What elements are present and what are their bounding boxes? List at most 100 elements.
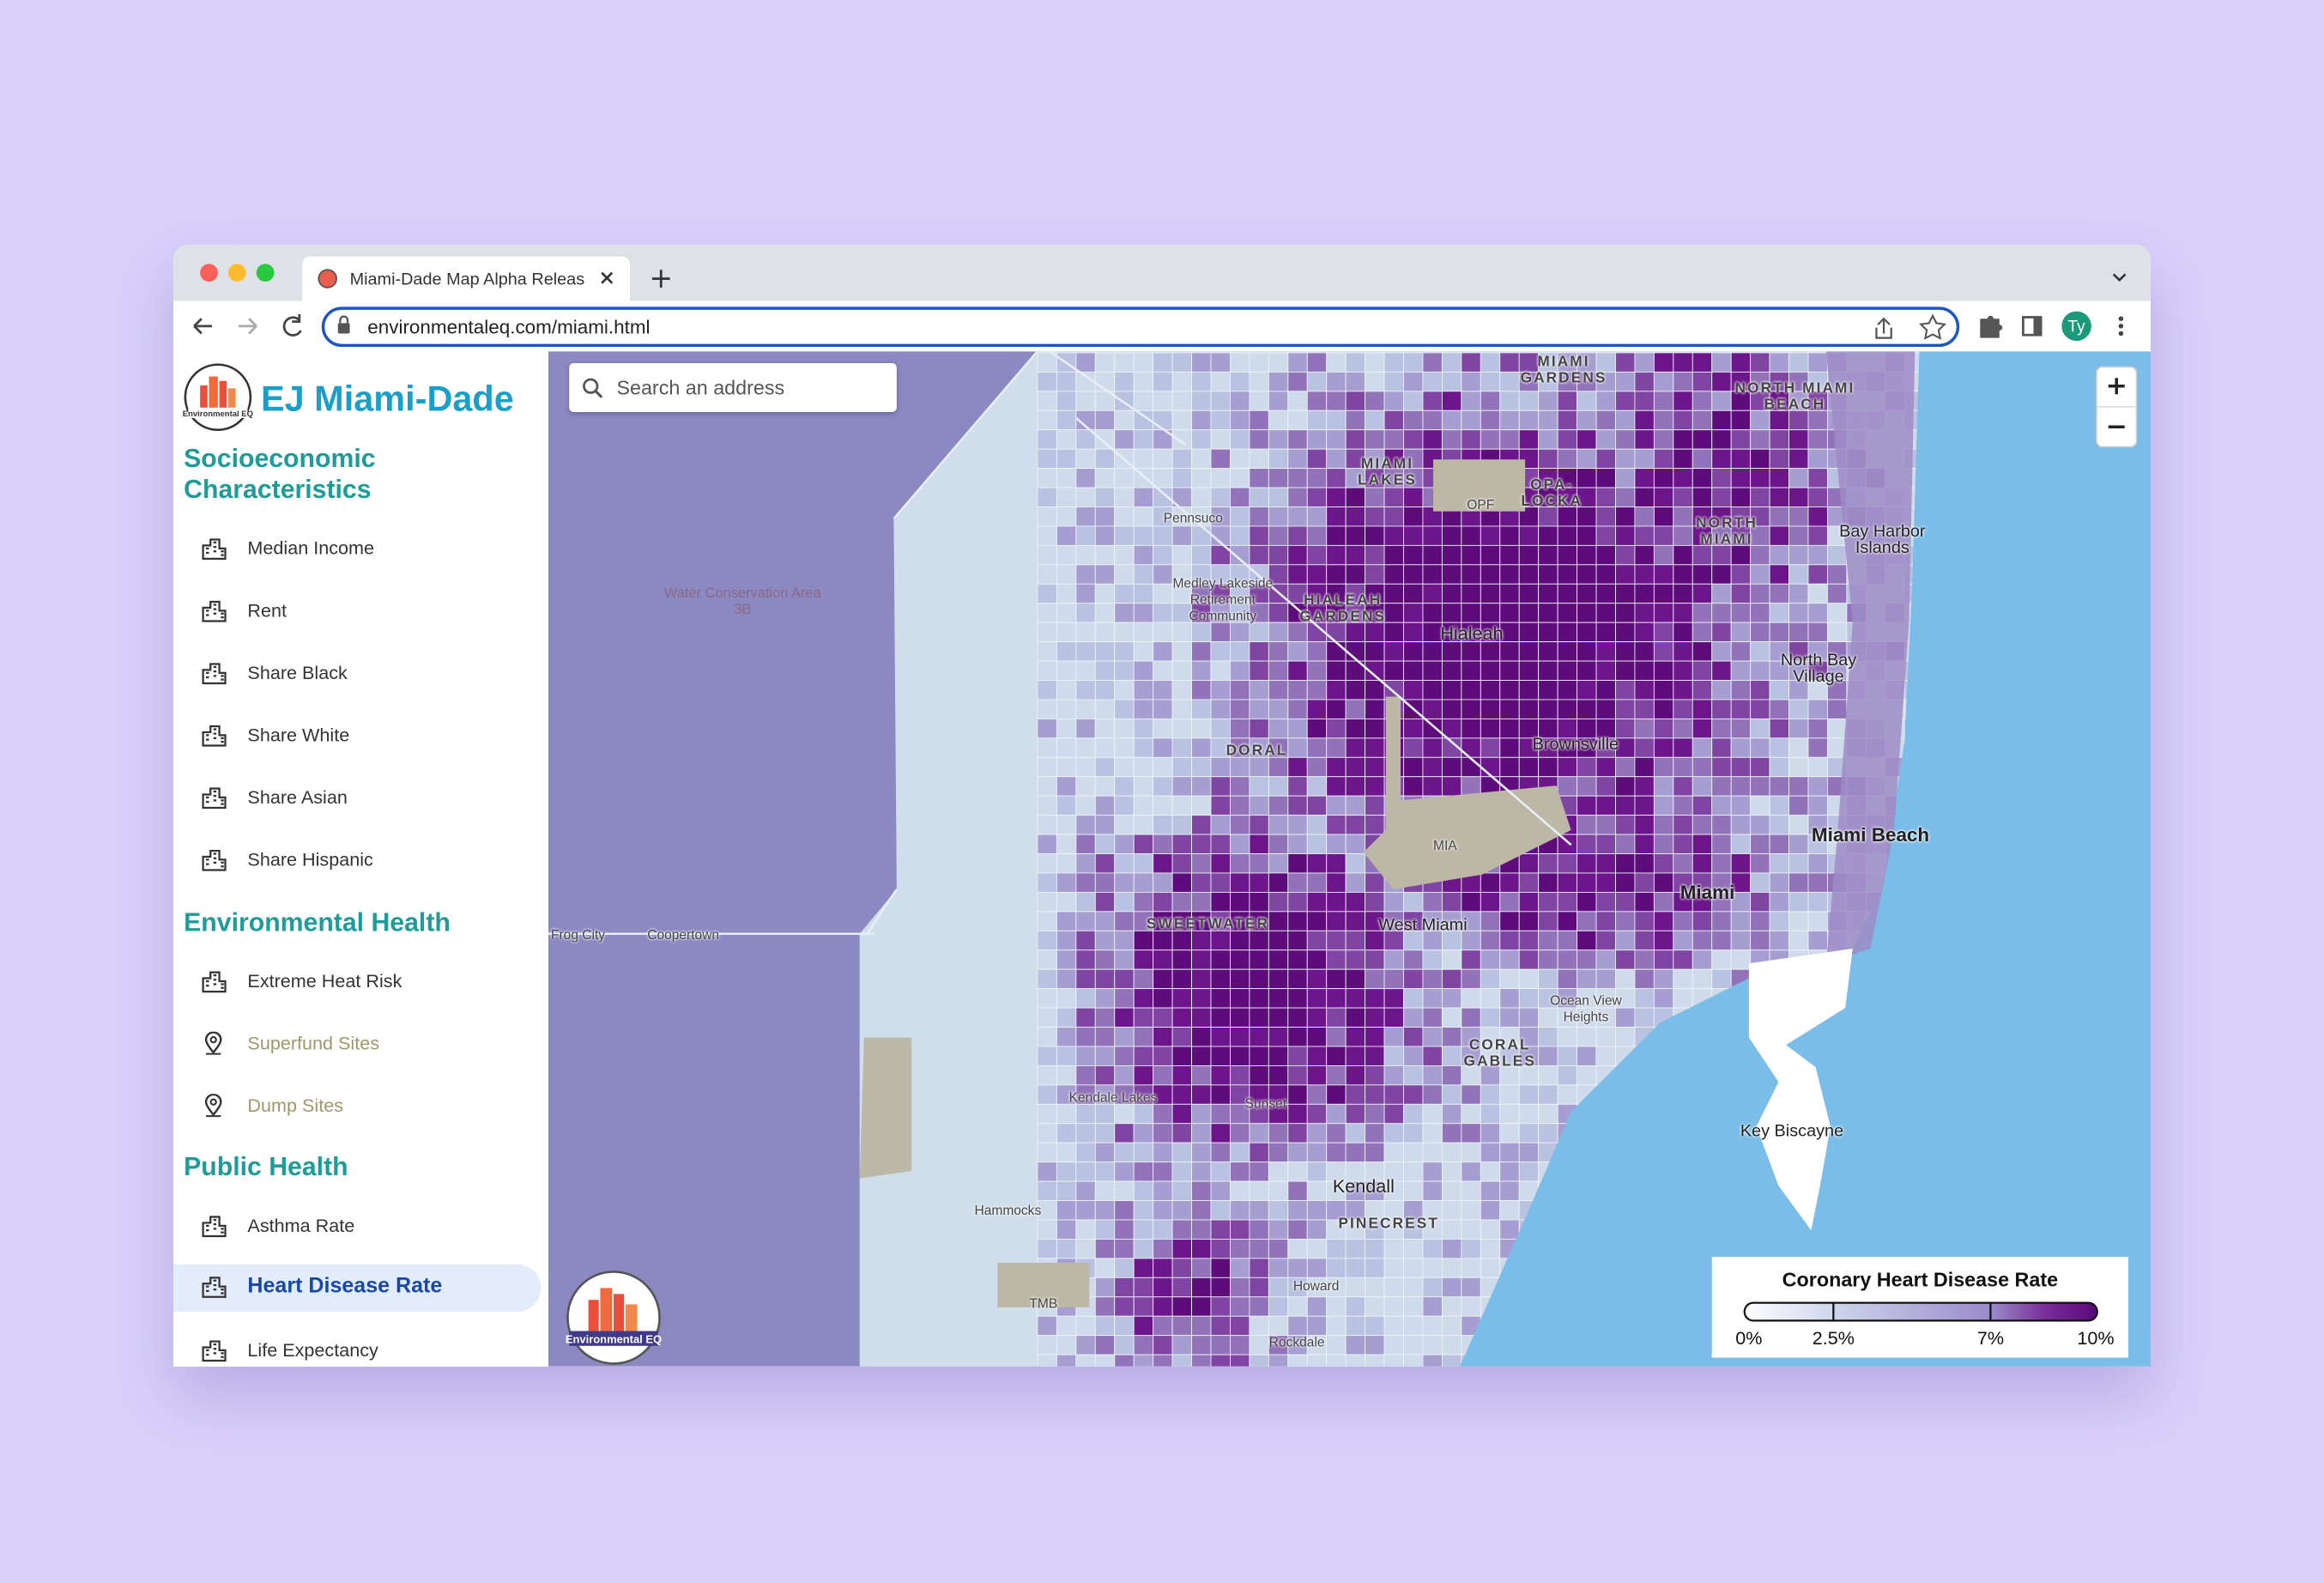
- layer-item[interactable]: Asthma Rate: [173, 1204, 541, 1251]
- tract: [1326, 1238, 1347, 1259]
- layer-item[interactable]: Superfund Sites: [173, 1022, 541, 1069]
- tract: [1037, 949, 1057, 970]
- tract: [1634, 1007, 1655, 1028]
- tract: [1171, 660, 1192, 681]
- tract: [1171, 371, 1192, 392]
- layer-item[interactable]: Rent: [173, 588, 541, 635]
- layer-item[interactable]: Life Expectancy: [173, 1328, 541, 1367]
- layer-item[interactable]: Share Hispanic: [173, 838, 541, 885]
- tract: [1807, 468, 1828, 488]
- tab-close[interactable]: [601, 271, 614, 284]
- reload-button[interactable]: [282, 314, 302, 337]
- tract: [1056, 1200, 1077, 1221]
- tract: [1634, 699, 1655, 719]
- minimize-window[interactable]: [227, 264, 246, 282]
- map-canvas[interactable]: [548, 351, 2151, 1367]
- tract: [1056, 583, 1077, 604]
- tract: [1538, 699, 1558, 719]
- tract: [1711, 737, 1732, 758]
- tract: [1210, 391, 1231, 411]
- layer-item[interactable]: Dump Sites: [173, 1083, 541, 1131]
- bookmark-star[interactable]: [1919, 313, 1947, 340]
- side-panel-icon[interactable]: [2022, 316, 2043, 337]
- tract: [1114, 583, 1135, 604]
- tract: [1153, 718, 1173, 739]
- tract: [1673, 487, 1693, 507]
- tract: [1287, 680, 1308, 701]
- tract: [1403, 968, 1424, 990]
- tract: [1345, 756, 1366, 778]
- tract: [1365, 391, 1385, 411]
- map[interactable]: Search an address Environmental EQ Coron…: [548, 351, 2151, 1367]
- tract: [1056, 968, 1077, 990]
- tract: [1538, 911, 1558, 931]
- tract: [1634, 429, 1655, 450]
- tract: [1615, 352, 1636, 373]
- tract: [1441, 1084, 1462, 1105]
- tract: [1730, 603, 1752, 623]
- close-window[interactable]: [200, 264, 218, 282]
- tract: [1094, 1027, 1116, 1047]
- share-icon[interactable]: [1875, 317, 1892, 339]
- new-tab[interactable]: [651, 270, 670, 288]
- tract: [1653, 468, 1674, 488]
- tab-search[interactable]: [2112, 273, 2127, 282]
- menu-dot[interactable]: [2118, 331, 2124, 337]
- tract: [1345, 1007, 1366, 1028]
- tract: [1037, 603, 1057, 623]
- forward-button[interactable]: [239, 318, 257, 335]
- tract: [1268, 409, 1289, 431]
- menu-dot[interactable]: [2118, 324, 2124, 329]
- tract: [1287, 776, 1308, 797]
- tract: [1403, 1046, 1424, 1066]
- tract: [1114, 1103, 1135, 1125]
- tract: [1692, 583, 1713, 604]
- tract: [1673, 756, 1693, 778]
- extensions-icon[interactable]: [1980, 315, 2003, 338]
- tract: [1191, 891, 1212, 913]
- tract: [1249, 1238, 1269, 1259]
- menu-dot[interactable]: [2118, 316, 2124, 321]
- tract: [1230, 1354, 1250, 1367]
- active-tab[interactable]: [302, 256, 630, 301]
- tract: [1210, 1200, 1231, 1221]
- tract: [1365, 525, 1385, 546]
- tract: [1518, 641, 1540, 662]
- tract: [1075, 525, 1096, 546]
- tract: [1171, 1142, 1192, 1163]
- tract: [1056, 564, 1077, 585]
- address-bar[interactable]: [321, 306, 1960, 348]
- tract: [1037, 1103, 1057, 1125]
- address-search[interactable]: Search an address: [569, 363, 897, 412]
- tract: [1210, 429, 1231, 450]
- tract: [1094, 1277, 1116, 1298]
- tract: [1499, 1007, 1520, 1028]
- tract: [1249, 1046, 1269, 1066]
- tract: [1191, 1219, 1212, 1240]
- tract: [1461, 391, 1481, 411]
- tract: [1094, 429, 1116, 450]
- layer-item[interactable]: Median Income: [173, 526, 541, 573]
- tract: [1075, 988, 1096, 1009]
- layer-item[interactable]: Heart Disease Rate: [173, 1264, 542, 1313]
- tract: [1673, 680, 1693, 701]
- layer-item[interactable]: Extreme Heat Risk: [173, 959, 541, 1006]
- tract: [1094, 1354, 1116, 1367]
- back-button[interactable]: [193, 318, 212, 335]
- tract: [1230, 834, 1250, 854]
- tract: [1538, 660, 1558, 681]
- layer-item[interactable]: Share Asian: [173, 775, 541, 822]
- profile-avatar[interactable]: [2061, 311, 2091, 342]
- tract: [1191, 660, 1212, 681]
- tract: [1114, 988, 1135, 1009]
- map-label: Key Biscayne: [1740, 1122, 1844, 1141]
- layer-item[interactable]: Share Black: [173, 651, 541, 698]
- layer-item[interactable]: Share White: [173, 713, 541, 760]
- tract: [1577, 391, 1597, 411]
- section-heading: Public Health: [184, 1151, 348, 1182]
- tract: [1365, 1277, 1385, 1298]
- tract: [1673, 968, 1693, 990]
- tract: [1769, 815, 1789, 835]
- maximize-window[interactable]: [256, 264, 275, 282]
- tract: [1230, 660, 1250, 681]
